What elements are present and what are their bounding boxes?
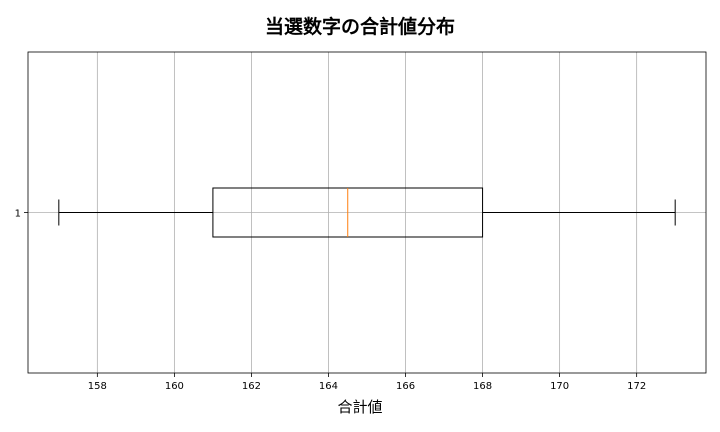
x-tick-label: 172 [627, 381, 646, 392]
x-tick-label: 166 [396, 381, 415, 392]
x-tick-label: 170 [550, 381, 569, 392]
x-axis-label: 合計値 [337, 398, 383, 416]
x-tick-label: 160 [165, 381, 184, 392]
x-tick-label: 168 [473, 381, 492, 392]
x-tick-label: 162 [242, 381, 261, 392]
chart-title: 当選数字の合計値分布 [264, 16, 455, 38]
x-tick-label: 164 [319, 381, 338, 392]
y-tick-label: 1 [15, 209, 21, 220]
plot-frame [27, 51, 707, 374]
x-tick-label: 158 [88, 381, 107, 392]
